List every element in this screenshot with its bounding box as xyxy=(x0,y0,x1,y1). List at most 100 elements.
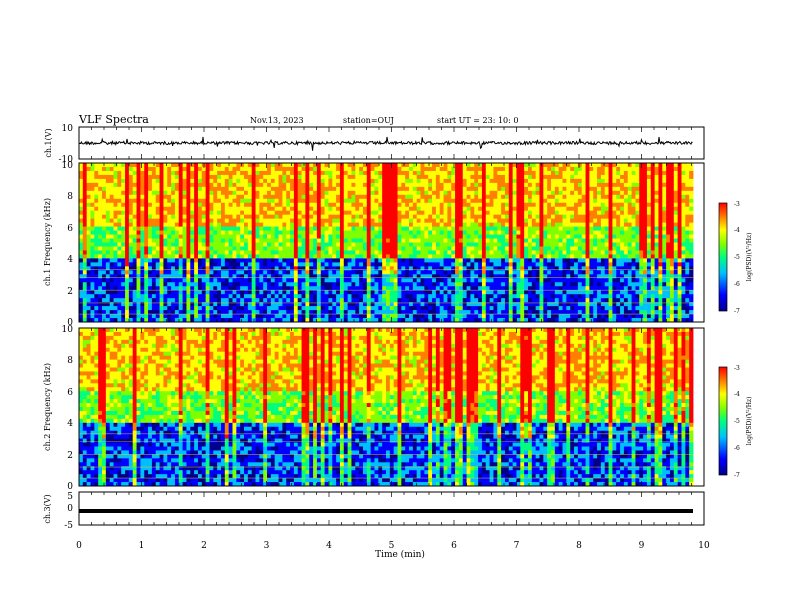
spectrogram-cell xyxy=(247,214,253,220)
spectrogram-cell xyxy=(389,210,395,216)
spectrogram-cell xyxy=(105,318,111,323)
spectrogram-cell xyxy=(324,318,329,323)
spectrogram-cell xyxy=(98,230,103,235)
spectrogram-cell xyxy=(531,266,537,271)
spectrogram-cell xyxy=(416,258,421,263)
spectrogram-cell xyxy=(244,274,249,279)
spectrogram-cell xyxy=(155,222,160,228)
spectrogram-cell xyxy=(293,174,299,180)
spectrogram-cell xyxy=(412,298,418,303)
spectrogram-cell xyxy=(466,266,471,271)
spectrogram-cell xyxy=(470,298,475,303)
spectrogram-cell xyxy=(197,190,203,196)
spectrogram-cell xyxy=(171,310,176,315)
spectrogram-cell xyxy=(305,250,310,255)
spectrogram-cell xyxy=(128,310,134,315)
spectrogram-cell xyxy=(278,202,283,208)
spectrogram-cell xyxy=(439,214,444,220)
spectrogram-cell xyxy=(186,298,191,303)
spectrogram-cell xyxy=(117,282,122,287)
spectrogram-cell xyxy=(86,270,91,275)
spectrogram-cell xyxy=(478,194,483,200)
spectrogram-cell xyxy=(343,190,349,196)
spectrogram-cell xyxy=(412,222,418,228)
spectrogram-cell xyxy=(182,258,187,263)
spectrogram-cell xyxy=(470,206,475,212)
spectrogram-cell xyxy=(497,290,502,295)
spectrogram-cell xyxy=(455,226,460,231)
spectrogram-cell xyxy=(351,202,356,208)
spectrogram-cell xyxy=(293,202,299,208)
spectrogram-cell xyxy=(412,186,418,192)
spectrogram-cell xyxy=(512,314,517,319)
spectrogram-cell xyxy=(240,314,245,319)
spectrogram-cell xyxy=(136,222,141,228)
spectrogram-cell xyxy=(455,194,460,200)
spectrogram-cell xyxy=(313,186,318,192)
spectrogram-cell xyxy=(182,254,187,259)
spectrogram-cell xyxy=(105,282,111,287)
spectrogram-cell xyxy=(209,238,214,243)
spectrogram-cell xyxy=(155,258,160,263)
spectrogram-cell xyxy=(274,194,279,200)
spectrogram-cell xyxy=(313,310,318,315)
spectrogram-cell xyxy=(228,294,233,299)
spectrogram-cell xyxy=(458,210,464,216)
spectrogram-cell xyxy=(362,266,368,271)
spectrogram-cell xyxy=(481,170,487,176)
spectrogram-cell xyxy=(182,302,187,307)
spectrogram-cell xyxy=(159,202,164,208)
spectrogram-cell xyxy=(102,266,107,271)
spectrogram-cell xyxy=(86,250,91,255)
spectrogram-cell xyxy=(428,262,433,267)
spectrogram-cell xyxy=(432,306,437,311)
spectrogram-cell xyxy=(470,314,475,319)
spectrogram-cell xyxy=(520,194,525,200)
spectrogram-cell xyxy=(443,210,448,216)
spectrogram-cell xyxy=(351,182,356,188)
spectrogram-cell xyxy=(263,270,268,275)
spectrogram-cell xyxy=(140,266,145,271)
spectrogram-cell xyxy=(178,163,184,168)
spectrogram-cell xyxy=(458,198,464,204)
spectrogram-cell xyxy=(512,222,517,228)
spectrogram-cell xyxy=(386,186,391,192)
spectrogram-cell xyxy=(209,274,214,279)
spectrogram-cell xyxy=(409,163,414,168)
spectrogram-cell xyxy=(347,262,352,267)
spectrogram-cell xyxy=(309,163,314,168)
spectrogram-cell xyxy=(94,250,99,255)
spectrogram-cell xyxy=(105,198,111,204)
spectrogram-cell xyxy=(412,314,418,319)
spectrogram-cell xyxy=(512,302,517,307)
spectrogram-cell xyxy=(347,302,352,307)
spectrogram-cell xyxy=(489,250,494,255)
spectrogram-cell xyxy=(144,226,149,231)
spectrogram-cell xyxy=(194,246,199,251)
spectrogram-cell xyxy=(186,306,191,311)
spectrogram-cell xyxy=(351,246,356,251)
spectrogram-cell xyxy=(163,310,168,315)
spectrogram-cell xyxy=(282,218,287,224)
spectrogram-cell xyxy=(336,318,341,323)
spectrogram-cell xyxy=(428,302,433,307)
spectrogram-cell xyxy=(194,182,199,188)
spectrogram-cell xyxy=(244,298,249,303)
spectrogram-cell xyxy=(336,222,341,228)
spectrogram-cell xyxy=(240,198,245,204)
spectrogram-cell xyxy=(155,306,160,311)
spectrogram-cell xyxy=(136,270,141,275)
spectrogram-cell xyxy=(205,246,210,251)
spectrogram-cell xyxy=(309,298,314,303)
spectrogram-cell xyxy=(94,294,99,299)
spectrogram-cell xyxy=(470,218,475,224)
spectrogram-cell xyxy=(405,190,410,196)
spectrogram-cell xyxy=(236,214,241,220)
spectrogram-cell xyxy=(247,182,253,188)
spectrogram-cell xyxy=(121,218,126,224)
spectrogram-cell xyxy=(409,190,414,196)
spectrogram-cell xyxy=(481,278,487,283)
spectrogram-cell xyxy=(182,318,187,323)
spectrogram-cell xyxy=(485,226,491,231)
spectrogram-cell xyxy=(516,318,521,323)
